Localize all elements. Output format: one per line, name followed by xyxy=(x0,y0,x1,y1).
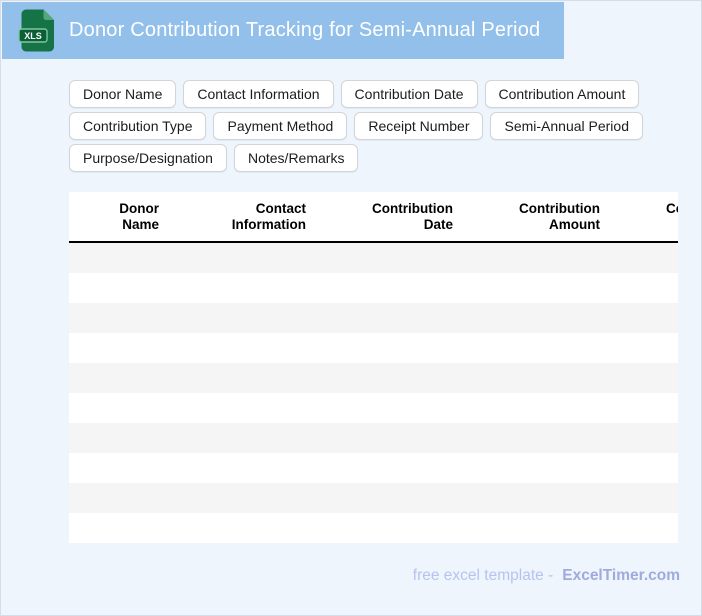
column-header-contribution-amount: Contribution Amount xyxy=(519,200,600,232)
column-header-contact-information: Contact Information xyxy=(231,200,306,232)
chip-contact-information[interactable]: Contact Information xyxy=(183,80,334,108)
table-body xyxy=(69,243,678,543)
chip-payment-method[interactable]: Payment Method xyxy=(213,112,348,140)
column-header-contribution-type: Contribution Type xyxy=(666,200,678,216)
footer-text: free excel template - xyxy=(412,567,554,584)
field-chip-list: Donor Name Contact Information Contribut… xyxy=(69,80,659,172)
chip-semi-annual-period[interactable]: Semi-Annual Period xyxy=(490,112,643,140)
xls-file-icon: XLS xyxy=(18,9,54,52)
table-row xyxy=(69,513,678,543)
table-row xyxy=(69,303,678,333)
table-row xyxy=(69,393,678,423)
page-title: Donor Contribution Tracking for Semi-Ann… xyxy=(69,19,541,41)
footer-brand-link[interactable]: ExcelTimer.com xyxy=(562,567,680,584)
chip-purpose-designation[interactable]: Purpose/Designation xyxy=(69,144,227,172)
table-row xyxy=(69,363,678,393)
column-header-contribution-date: Contribution Date xyxy=(372,200,453,232)
table-row xyxy=(69,243,678,273)
column-header-donor-name: Donor Name xyxy=(119,200,159,232)
chip-contribution-date[interactable]: Contribution Date xyxy=(340,80,478,108)
chip-receipt-number[interactable]: Receipt Number xyxy=(354,112,484,140)
chip-contribution-amount[interactable]: Contribution Amount xyxy=(484,80,640,108)
table-row xyxy=(69,423,678,453)
xls-icon-label: XLS xyxy=(24,31,42,41)
header-bar: XLS Donor Contribution Tracking for Semi… xyxy=(2,2,564,59)
table-row xyxy=(69,483,678,513)
table-header-row: Donor Name Contact Information Contribut… xyxy=(69,192,678,243)
table-row xyxy=(69,333,678,363)
preview-table: Donor Name Contact Information Contribut… xyxy=(69,192,678,543)
chip-notes-remarks[interactable]: Notes/Remarks xyxy=(233,144,359,172)
footer-credit: free excel template - ExcelTimer.com xyxy=(413,567,680,585)
table-row xyxy=(69,273,678,303)
chip-donor-name[interactable]: Donor Name xyxy=(69,80,177,108)
chip-contribution-type[interactable]: Contribution Type xyxy=(69,112,207,140)
table-row xyxy=(69,453,678,483)
